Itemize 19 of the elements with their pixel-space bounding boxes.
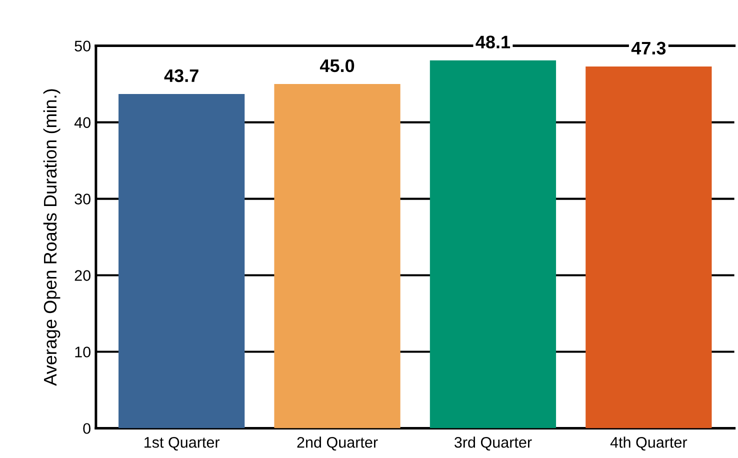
bar (586, 66, 712, 428)
y-tick-label: 40 (74, 117, 90, 128)
x-tick-label: 1st Quarter (144, 436, 220, 451)
bar (118, 94, 245, 428)
x-tick-label: 3rd Quarter (454, 436, 532, 451)
x-tick-label: 4th Quarter (610, 436, 688, 451)
y-tick-label: 30 (74, 194, 90, 204)
data-label: 45.0 (320, 59, 354, 72)
data-label: 47.3 (631, 42, 666, 55)
data-label: 43.7 (164, 69, 198, 82)
data-label: 48.1 (476, 36, 510, 48)
bar (430, 60, 556, 428)
y-tick-label: 50 (74, 40, 90, 52)
bar (274, 84, 400, 428)
x-tick-label: 2nd Quarter (297, 436, 378, 451)
y-axis-title: Average Open Roads Duration (min.) (43, 89, 60, 386)
y-tick-label: 0 (83, 423, 90, 434)
y-tick-label: 10 (75, 346, 90, 358)
y-tick-label: 20 (74, 270, 90, 281)
